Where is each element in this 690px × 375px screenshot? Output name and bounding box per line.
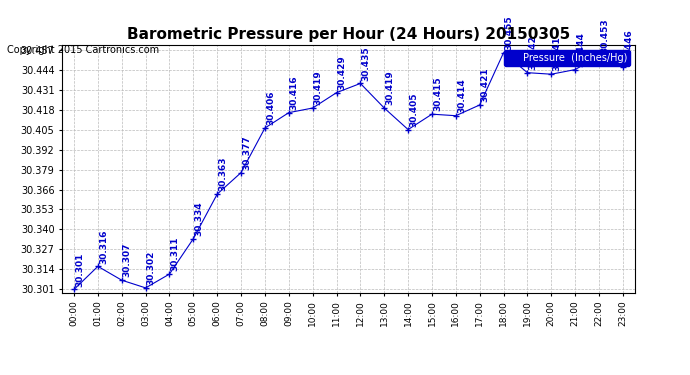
Text: 30.416: 30.416 [290, 75, 299, 110]
Text: 30.316: 30.316 [99, 229, 108, 264]
Text: Copyright 2015 Cartronics.com: Copyright 2015 Cartronics.com [7, 45, 159, 55]
Text: 30.446: 30.446 [624, 29, 633, 64]
Legend: Pressure  (Inches/Hg): Pressure (Inches/Hg) [504, 50, 630, 66]
Text: 30.301: 30.301 [75, 252, 84, 286]
Text: 30.421: 30.421 [481, 68, 490, 102]
Text: 30.406: 30.406 [266, 91, 275, 125]
Text: 30.415: 30.415 [433, 77, 442, 111]
Text: 30.441: 30.441 [552, 37, 562, 71]
Text: 30.363: 30.363 [218, 157, 227, 191]
Text: 30.444: 30.444 [576, 32, 585, 67]
Text: 30.334: 30.334 [195, 201, 204, 236]
Text: 30.419: 30.419 [314, 70, 323, 105]
Text: 30.307: 30.307 [123, 243, 132, 278]
Text: 30.311: 30.311 [170, 237, 179, 271]
Text: 30.435: 30.435 [362, 46, 371, 81]
Text: 30.414: 30.414 [457, 78, 466, 113]
Title: Barometric Pressure per Hour (24 Hours) 20150305: Barometric Pressure per Hour (24 Hours) … [127, 27, 570, 42]
Text: 30.455: 30.455 [504, 15, 513, 50]
Text: 30.419: 30.419 [385, 70, 394, 105]
Text: 30.405: 30.405 [409, 92, 418, 127]
Text: 30.302: 30.302 [147, 251, 156, 285]
Text: 30.377: 30.377 [242, 135, 251, 170]
Text: 30.453: 30.453 [600, 18, 609, 53]
Text: 30.429: 30.429 [337, 55, 346, 90]
Text: 30.442: 30.442 [529, 35, 538, 70]
